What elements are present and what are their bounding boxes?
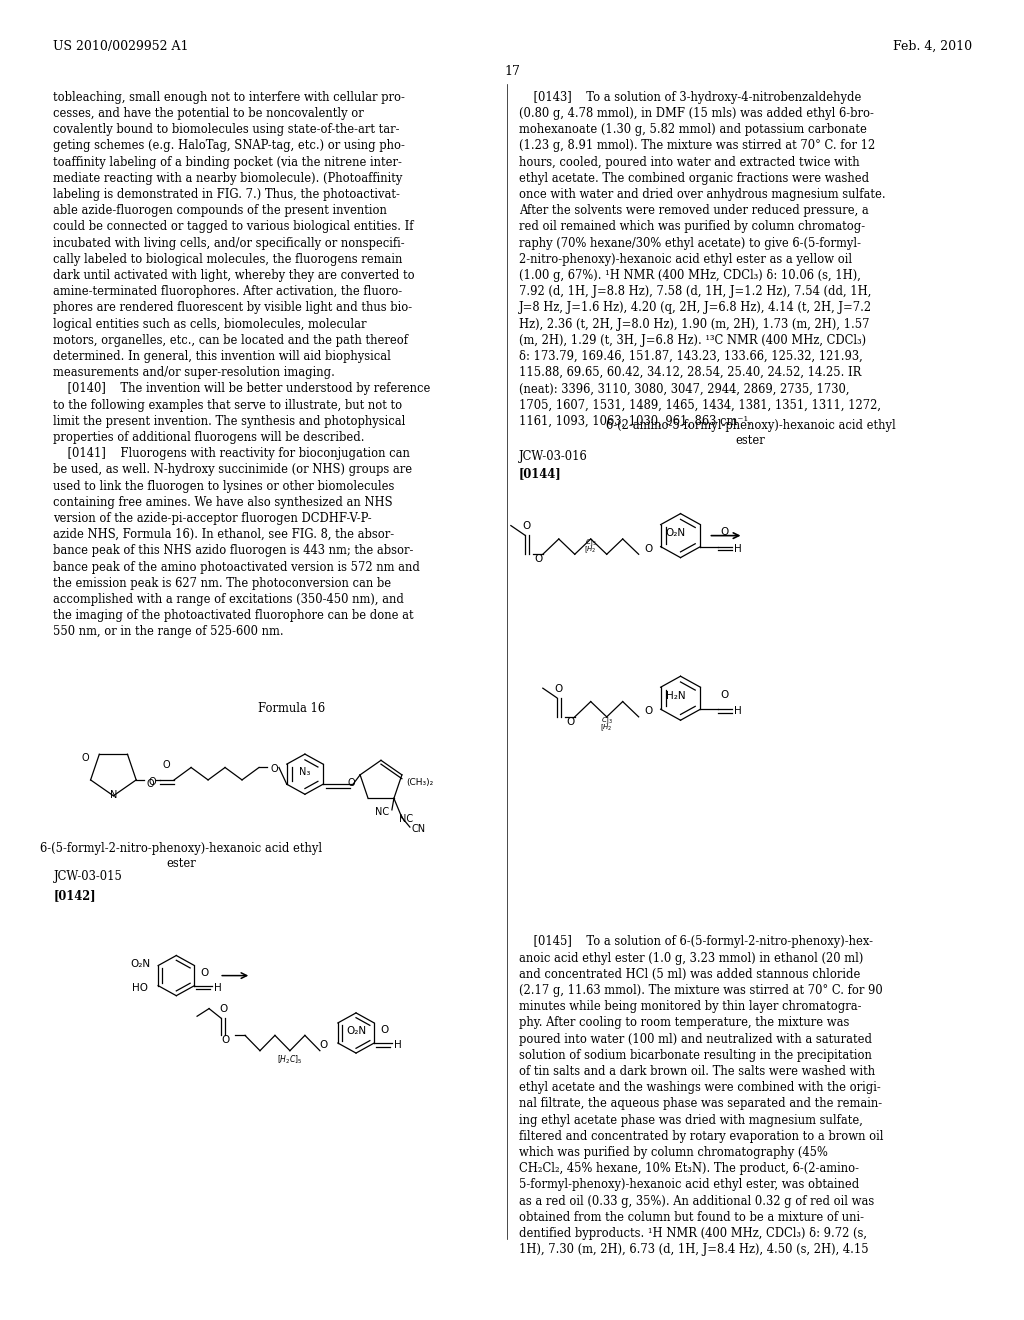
Text: O: O	[566, 717, 575, 726]
Text: O₂N: O₂N	[666, 528, 686, 539]
Text: 17: 17	[505, 65, 521, 78]
Text: JCW-03-015: JCW-03-015	[53, 870, 122, 883]
Text: $C]_3$: $C]_3$	[600, 715, 613, 726]
Text: H: H	[394, 1040, 401, 1049]
Text: HO: HO	[132, 982, 148, 993]
Text: H: H	[734, 544, 742, 553]
Text: NC: NC	[375, 807, 389, 817]
Text: O: O	[644, 706, 652, 717]
Text: O: O	[163, 760, 170, 771]
Text: [0144]: [0144]	[519, 467, 561, 479]
Text: O: O	[146, 779, 154, 789]
Text: O: O	[522, 521, 531, 532]
Text: O: O	[555, 684, 563, 694]
Text: O: O	[222, 1035, 230, 1045]
Text: O: O	[148, 777, 156, 787]
Text: H: H	[734, 706, 742, 717]
Text: O: O	[319, 1040, 328, 1049]
Text: O₂N: O₂N	[130, 958, 151, 969]
Text: US 2010/0029952 A1: US 2010/0029952 A1	[53, 40, 189, 53]
Text: O: O	[219, 1005, 227, 1014]
Text: O: O	[720, 527, 728, 537]
Text: tobleaching, small enough not to interfere with cellular pro-
cesses, and have t: tobleaching, small enough not to interfe…	[53, 91, 431, 639]
Text: [0143]    To a solution of 3-hydroxy-4-nitrobenzaldehyde
(0.80 g, 4.78 mmol), in: [0143] To a solution of 3-hydroxy-4-nitr…	[519, 91, 886, 428]
Text: N: N	[110, 789, 117, 800]
Text: H₂N: H₂N	[666, 690, 685, 701]
Text: Feb. 4, 2010: Feb. 4, 2010	[893, 40, 972, 53]
Text: O: O	[82, 754, 89, 763]
Text: N₃: N₃	[299, 767, 310, 777]
Text: $C]_5$: $C]_5$	[585, 539, 597, 548]
Text: O₂N: O₂N	[346, 1026, 367, 1036]
Text: $[H_2C]_5$: $[H_2C]_5$	[278, 1053, 303, 1065]
Text: H: H	[214, 982, 222, 993]
Text: 6-(5-formyl-2-nitro-phenoxy)-hexanoic acid ethyl
ester: 6-(5-formyl-2-nitro-phenoxy)-hexanoic ac…	[40, 842, 323, 870]
Text: $[H_2$: $[H_2$	[585, 545, 597, 556]
Text: O: O	[720, 689, 728, 700]
Text: NC: NC	[399, 814, 413, 825]
Text: O: O	[347, 779, 355, 788]
Text: CN: CN	[412, 824, 426, 834]
Text: O: O	[380, 1026, 388, 1035]
Text: Formula 16: Formula 16	[258, 702, 325, 715]
Text: (CH₃)₂: (CH₃)₂	[406, 777, 433, 787]
Text: O: O	[201, 968, 209, 978]
Text: O: O	[271, 764, 279, 775]
Text: [0145]    To a solution of 6-(5-formyl-2-nitro-phenoxy)-hex-
anoic acid ethyl es: [0145] To a solution of 6-(5-formyl-2-ni…	[519, 936, 884, 1257]
Text: O: O	[535, 554, 543, 564]
Text: JCW-03-016: JCW-03-016	[519, 450, 588, 462]
Text: [0142]: [0142]	[53, 890, 96, 903]
Text: $[H_2$: $[H_2$	[600, 722, 613, 733]
Text: 6-(2-amino-5-formyl-phenoxy)-hexanoic acid ethyl
ester: 6-(2-amino-5-formyl-phenoxy)-hexanoic ac…	[605, 418, 895, 447]
Text: O: O	[644, 544, 652, 553]
